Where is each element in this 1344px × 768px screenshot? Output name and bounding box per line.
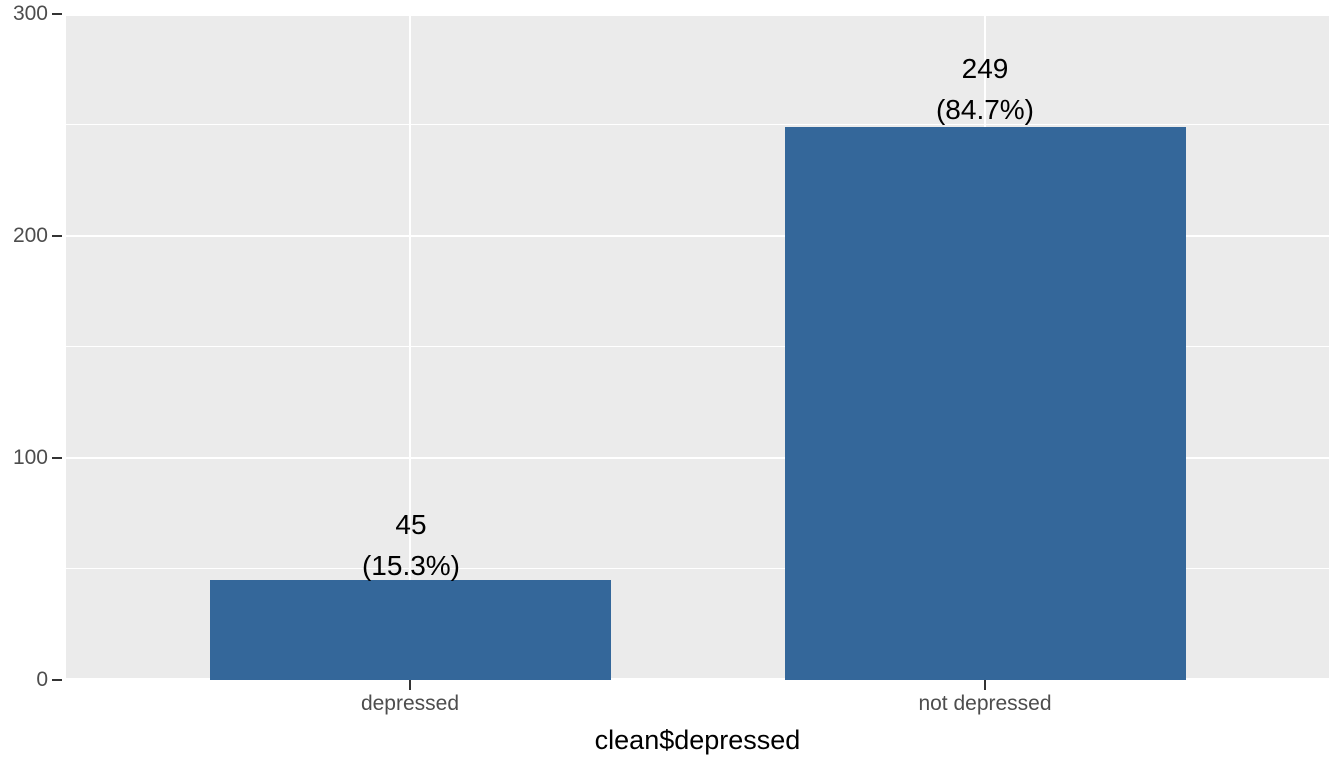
x-tick-label-not-depressed: not depressed — [918, 692, 1052, 715]
count-label: 249 — [961, 53, 1009, 84]
gridline-major-0 — [66, 678, 1329, 680]
x-tick-label-depressed: depressed — [360, 692, 460, 715]
bar-value-label-not-depressed: 249 (84.7%) — [835, 48, 1135, 130]
y-tick-mark-200 — [52, 235, 62, 237]
y-tick-label-0: 0 — [36, 668, 48, 691]
y-tick-mark-300 — [52, 13, 62, 15]
percent-label: (84.7%) — [935, 94, 1035, 125]
x-tick-mark-depressed — [409, 680, 411, 690]
x-tick-mark-not-depressed — [984, 680, 986, 690]
gridline-major-100 — [66, 457, 1329, 459]
gridline-minor-250 — [66, 124, 1329, 125]
y-tick-label-100: 100 — [12, 446, 48, 469]
gridline-major-200 — [66, 235, 1329, 237]
y-tick-mark-0 — [52, 679, 62, 681]
bar-depressed — [210, 580, 611, 680]
bar-value-label-depressed: 45 (15.3%) — [261, 504, 561, 586]
gridline-major-300 — [66, 14, 1329, 16]
y-tick-mark-100 — [52, 457, 62, 459]
bar-not-depressed — [785, 127, 1186, 680]
y-tick-label-300: 300 — [12, 2, 48, 25]
percent-label: (15.3%) — [361, 550, 461, 581]
count-label: 45 — [395, 509, 427, 540]
plot-panel: 45 (15.3%) 249 (84.7%) — [66, 14, 1329, 680]
x-axis-title: clean$depressed — [594, 725, 801, 755]
gridline-minor-50 — [66, 568, 1329, 569]
y-tick-label-200: 200 — [12, 224, 48, 247]
gridline-minor-150 — [66, 346, 1329, 347]
gridline-vertical-depressed — [409, 14, 411, 680]
